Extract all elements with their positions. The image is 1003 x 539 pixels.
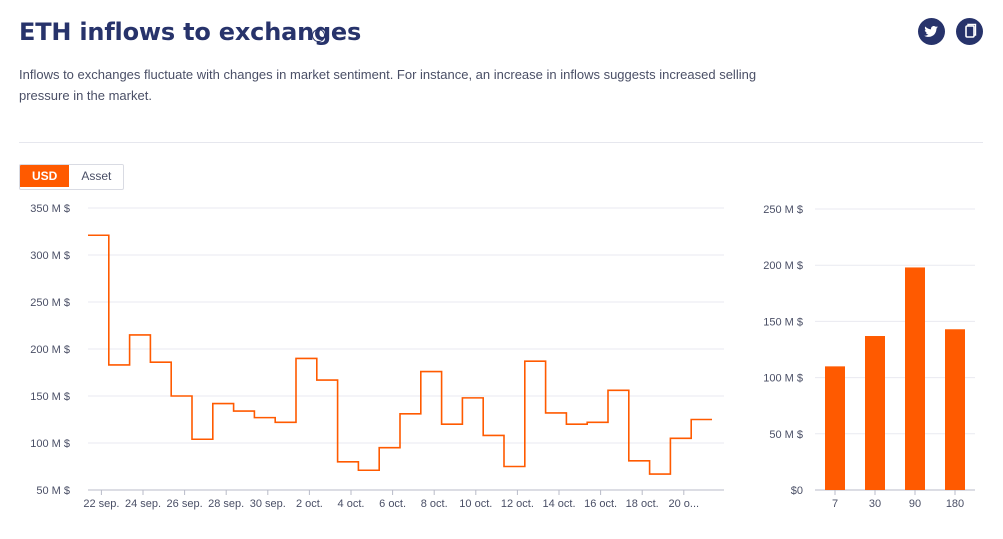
twitter-icon: [924, 26, 938, 37]
bar-90: [905, 267, 925, 490]
x-tick-label: 12 oct.: [501, 498, 534, 510]
x-tick-label: 20 o...: [669, 498, 700, 510]
chart-description: Inflows to exchanges fluctuate with chan…: [19, 67, 757, 103]
x-tick-label: 18 oct.: [626, 498, 659, 510]
y-tick-label: 300 M $: [30, 250, 70, 262]
x-tick-label: 24 sep.: [125, 498, 161, 510]
x-tick-label: 7: [832, 498, 838, 510]
copy-icon: [965, 23, 977, 38]
y-tick-label: 250 M $: [30, 297, 70, 309]
bar-180: [945, 329, 965, 490]
y-tick-label: 350 M $: [30, 203, 70, 215]
y-tick-label: 50 M $: [769, 429, 803, 441]
x-tick-label: 28 sep.: [208, 498, 244, 510]
page-title: ETH inflows to exchanges: [19, 18, 362, 46]
y-tick-label: 250 M $: [763, 204, 803, 216]
y-tick-label: 150 M $: [763, 316, 803, 328]
y-tick-label: 150 M $: [30, 391, 70, 403]
x-tick-label: 90: [909, 498, 921, 510]
currency-toggle[interactable]: USD Asset: [19, 164, 125, 190]
x-tick-label: 14 oct.: [542, 498, 575, 510]
y-tick-label: 200 M $: [763, 260, 803, 272]
inflow-series-line: [88, 234, 712, 475]
x-tick-label: 26 sep.: [167, 498, 203, 510]
x-tick-label: 22 sep.: [83, 498, 119, 510]
inflows-line-chart: 50 M $ 100 M $ 150 M $ 200 M $ 250 M $ 300 M …: [30, 203, 724, 510]
info-icon[interactable]: i: [312, 29, 325, 42]
x-tick-label: 30 sep.: [250, 498, 286, 510]
x-tick-label: 16 oct.: [584, 498, 617, 510]
y-tick-label: 100 M $: [763, 373, 803, 385]
x-tick-label: 4 oct.: [338, 498, 365, 510]
inflows-bar-chart: $0 50 M $ 100 M $ 150 M $ 200 M $ 250 M $ 7 30 9…: [763, 204, 975, 510]
x-tick-label: 6 oct.: [379, 498, 406, 510]
copy-button[interactable]: [956, 18, 983, 45]
usd-toggle-button[interactable]: USD: [20, 165, 70, 187]
x-tick-label: 30: [869, 498, 881, 510]
twitter-share-button[interactable]: [918, 18, 945, 45]
y-tick-label: 200 M $: [30, 344, 70, 356]
y-tick-label: $0: [791, 485, 803, 497]
x-tick-label: 8 oct.: [421, 498, 448, 510]
x-tick-label: 180: [946, 498, 964, 510]
y-tick-label: 50 M $: [36, 485, 70, 497]
divider: [19, 142, 983, 143]
bar-30: [865, 336, 885, 490]
asset-toggle-button[interactable]: Asset: [69, 165, 124, 187]
x-tick-label: 10 oct.: [459, 498, 492, 510]
bar-7: [825, 366, 845, 490]
y-tick-label: 100 M $: [30, 438, 70, 450]
x-tick-label: 2 oct.: [296, 498, 323, 510]
